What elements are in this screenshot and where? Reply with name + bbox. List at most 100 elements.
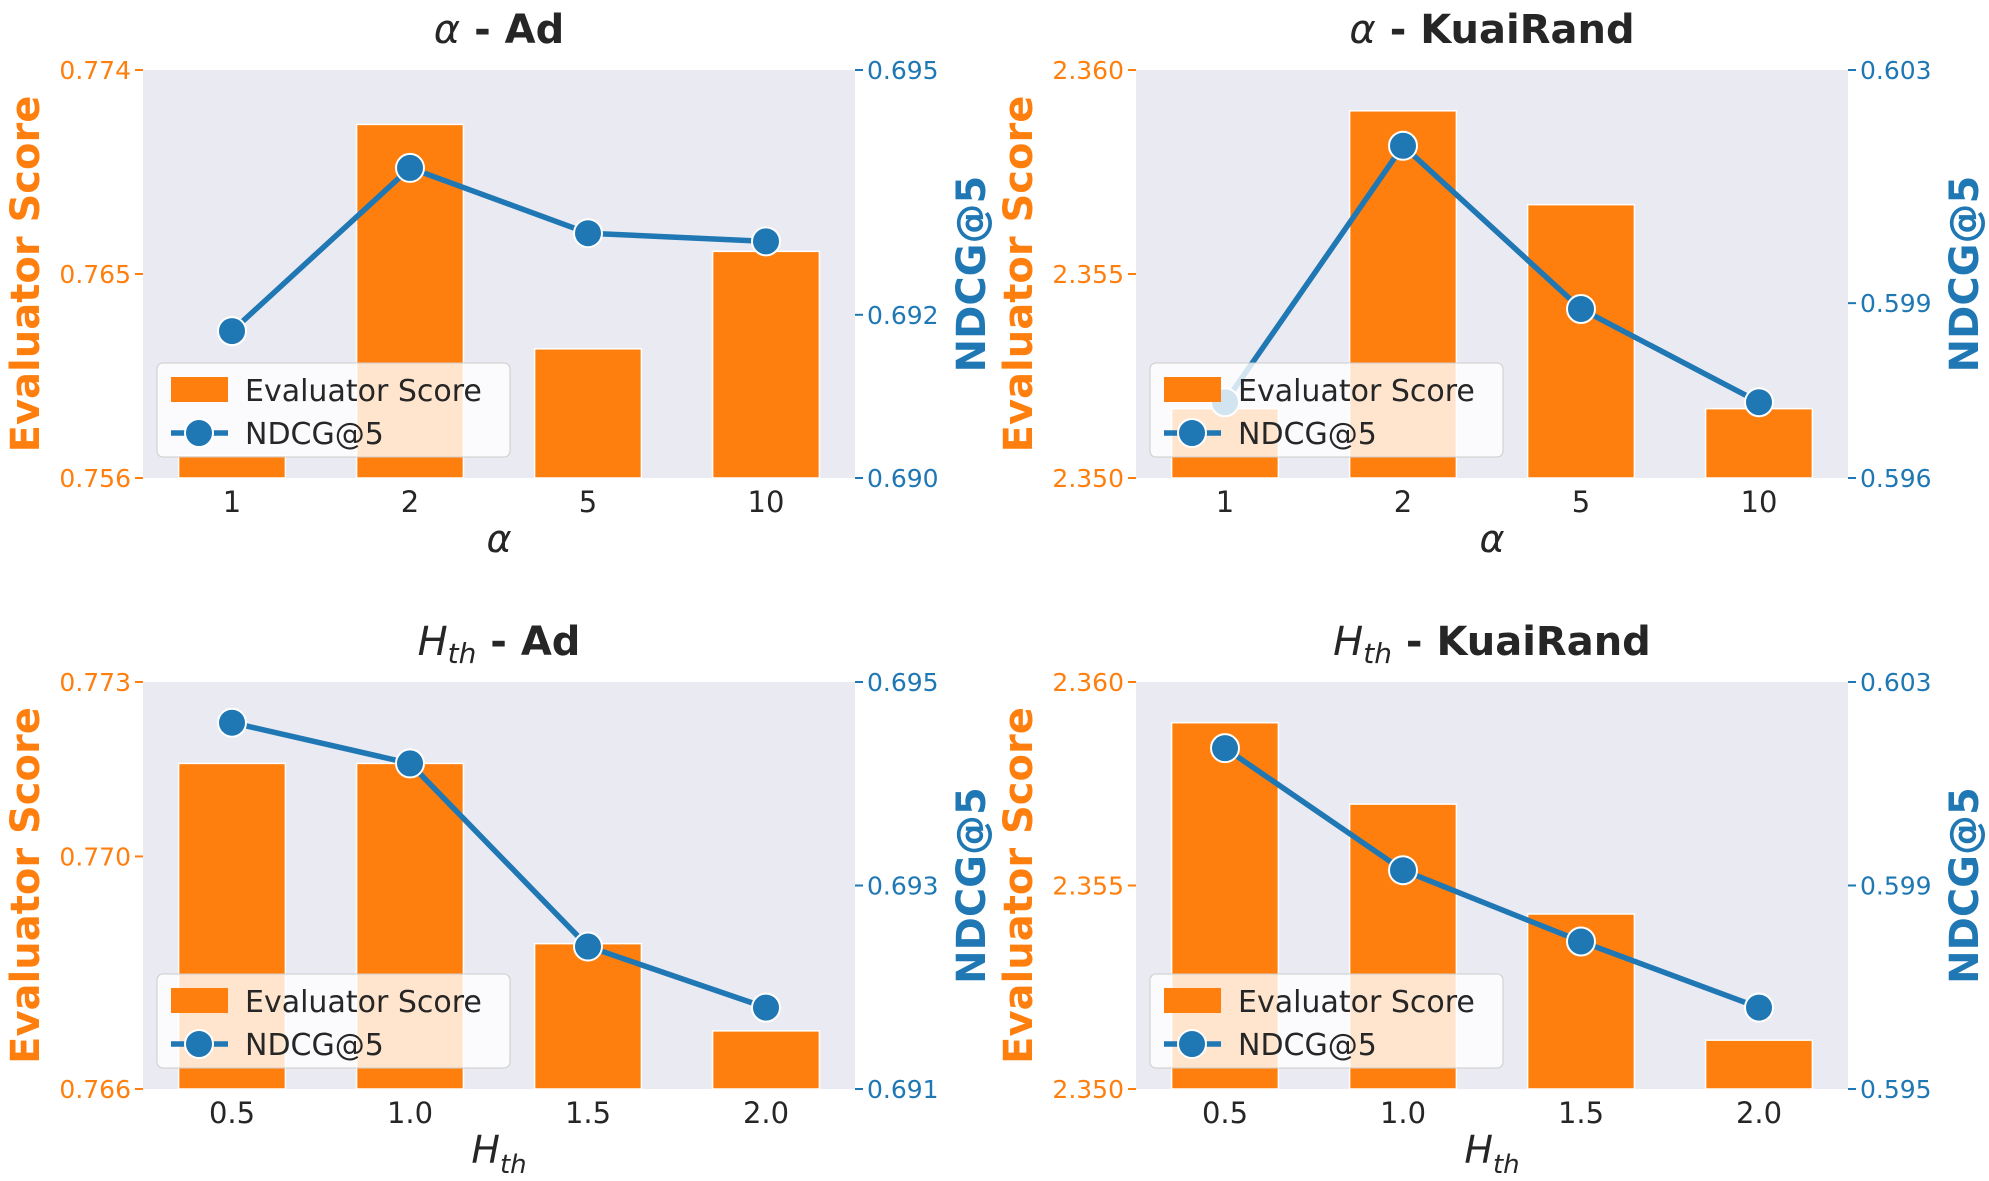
left-y-axis-label: Evaluator Score [996, 707, 1042, 1064]
legend-box [1149, 973, 1504, 1069]
left-tick-label: 0.773 [59, 668, 131, 697]
right-tick-label: 0.695 [867, 668, 939, 697]
chart-title: α - Ad [434, 7, 564, 53]
left-tick-label: 2.355 [1052, 260, 1124, 289]
legend-box [156, 362, 511, 458]
ndcg-point-1.5 [573, 931, 603, 962]
legend: Evaluator Score NDCG@5 [156, 973, 511, 1069]
left-tick-label: 0.770 [59, 842, 131, 871]
right-tick-label: 0.595 [1860, 1075, 1932, 1104]
legend-marker-swatch [1177, 1029, 1207, 1059]
x-tick-label: 0.5 [1202, 1096, 1248, 1130]
right-tick-label: 0.603 [1860, 56, 1932, 85]
x-tick-label: 1.0 [387, 1096, 433, 1130]
legend-marker-swatch [184, 418, 214, 448]
legend-label-evaluator-score: Evaluator Score [1238, 374, 1475, 409]
right-tick-label: 0.692 [867, 301, 939, 330]
right-tick-label: 0.691 [867, 1075, 939, 1104]
left-tick-label: 2.360 [1052, 668, 1124, 697]
left-tick-label: 2.350 [1052, 464, 1124, 493]
ndcg-point-2.0 [1744, 992, 1774, 1023]
right-y-axis-label: NDCG@5 [1942, 787, 1988, 984]
legend-label-ndcg5: NDCG@5 [1238, 1028, 1377, 1063]
left-y-axis-label: Evaluator Score [3, 707, 49, 1064]
left-y-axis-label: Evaluator Score [996, 96, 1042, 453]
right-y-axis-label: NDCG@5 [1942, 176, 1988, 373]
x-tick-label: 1.5 [565, 1096, 611, 1130]
chart-panel-2: α - KuaiRand 1 2 5 10 α 2.350 2.355 2.360 0.596 0.… [996, 7, 1988, 561]
x-tick-label: 5 [579, 485, 597, 519]
legend-label-evaluator-score: Evaluator Score [1238, 985, 1475, 1020]
legend-label-ndcg5: NDCG@5 [245, 417, 384, 452]
right-y-axis-label: NDCG@5 [949, 787, 995, 984]
x-tick-label: 0.5 [209, 1096, 255, 1130]
right-tick-label: 0.693 [867, 872, 939, 901]
right-tick-label: 0.695 [867, 56, 939, 85]
ndcg-point-1 [217, 316, 247, 347]
left-tick-label: 2.350 [1052, 1075, 1124, 1104]
left-tick-label: 2.355 [1052, 872, 1124, 901]
legend-bar-swatch [1164, 377, 1221, 402]
x-tick-label: 1 [1216, 485, 1234, 519]
left-tick-label: 0.766 [59, 1075, 131, 1104]
ndcg-point-1.5 [1566, 926, 1596, 957]
ndcg-point-0.5 [1210, 733, 1240, 764]
legend-label-evaluator-score: Evaluator Score [245, 985, 482, 1020]
right-tick-label: 0.603 [1860, 668, 1932, 697]
legend-marker-swatch [1177, 418, 1207, 448]
chart-title: α - KuaiRand [1349, 7, 1634, 53]
x-tick-label: 10 [1741, 485, 1778, 519]
ndcg-line [230, 165, 767, 334]
legend: Evaluator Score NDCG@5 [156, 362, 511, 458]
legend-box [156, 973, 511, 1069]
x-tick-label: 10 [748, 485, 785, 519]
right-tick-label: 0.599 [1860, 289, 1932, 318]
chart-panel-3: Hth - Ad 0.5 1.0 1.5 2.0 Hth 0.766 0.770 0.773 0.… [3, 619, 995, 1180]
legend-marker-swatch [184, 1029, 214, 1059]
x-tick-label: 5 [1572, 485, 1590, 519]
chart-title: Hth - Ad [418, 619, 581, 670]
ndcg-line [1222, 143, 1761, 405]
legend-label-ndcg5: NDCG@5 [245, 1028, 384, 1063]
bar-1 [177, 454, 287, 479]
legend: Evaluator Score NDCG@5 [1149, 362, 1504, 458]
right-tick-label: 0.599 [1860, 872, 1932, 901]
ndcg-point-10 [751, 226, 781, 257]
x-axis-label: α [1479, 517, 1504, 561]
ndcg-point-5 [573, 218, 603, 249]
bar-1.5 [533, 942, 643, 1090]
left-y-axis-label: Evaluator Score [3, 96, 49, 453]
chart-title: Hth - KuaiRand [1333, 619, 1651, 670]
x-axis-label: Hth [471, 1128, 526, 1180]
left-tick-label: 0.756 [59, 464, 131, 493]
legend-bar-swatch [171, 988, 228, 1013]
ndcg-point-2 [395, 152, 425, 183]
x-tick-label: 1.5 [1558, 1096, 1604, 1130]
x-tick-label: 2 [401, 485, 419, 519]
ndcg-point-0.5 [217, 707, 247, 738]
x-tick-label: 2 [1394, 485, 1412, 519]
ndcg-line [231, 720, 767, 1011]
x-axis-label: α [486, 517, 511, 561]
legend-bar-swatch [171, 377, 228, 402]
ndcg-point-1.0 [395, 748, 425, 779]
x-tick-label: 1 [223, 485, 241, 519]
x-tick-label: 1.0 [1380, 1096, 1426, 1130]
right-tick-label: 0.596 [1860, 464, 1932, 493]
legend: Evaluator Score NDCG@5 [1149, 973, 1504, 1069]
right-y-axis-label: NDCG@5 [949, 176, 995, 373]
ndcg-point-10 [1744, 387, 1774, 418]
left-tick-label: 2.360 [1052, 56, 1124, 85]
right-tick-label: 0.690 [867, 464, 939, 493]
bar-10 [711, 250, 821, 479]
ndcg-point-5 [1566, 293, 1596, 324]
bar-5 [1526, 203, 1636, 479]
x-axis-label: Hth [1464, 1128, 1519, 1180]
left-tick-label: 0.774 [59, 56, 131, 85]
left-tick-label: 0.765 [59, 260, 131, 289]
x-tick-label: 2.0 [1736, 1096, 1782, 1130]
bar-2.0 [711, 1030, 821, 1090]
ndcg-point-2 [1388, 130, 1418, 161]
legend-label-ndcg5: NDCG@5 [1238, 417, 1377, 452]
